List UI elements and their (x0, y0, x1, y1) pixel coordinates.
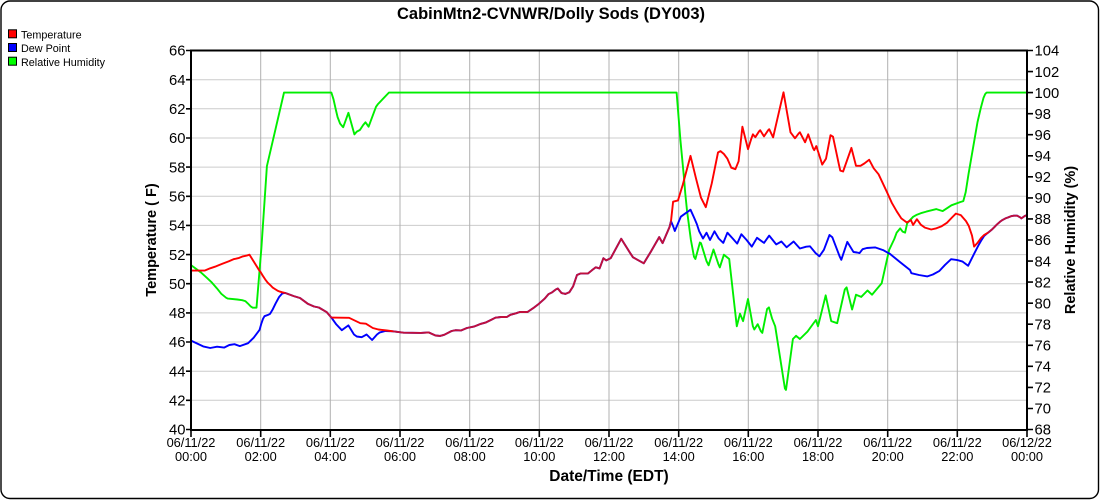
svg-text:00:00: 00:00 (1011, 449, 1043, 464)
svg-text:52: 52 (169, 248, 185, 264)
svg-text:78: 78 (1035, 317, 1051, 333)
svg-text:08:00: 08:00 (454, 449, 486, 464)
svg-text:Dew Point: Dew Point (21, 43, 70, 55)
svg-text:Relative Humidity (%): Relative Humidity (%) (1063, 166, 1079, 314)
svg-text:00:00: 00:00 (175, 449, 207, 464)
svg-text:06/11/22: 06/11/22 (654, 435, 703, 450)
svg-text:60: 60 (169, 131, 185, 147)
svg-text:72: 72 (1035, 381, 1051, 397)
svg-text:62: 62 (169, 102, 185, 118)
svg-text:06/11/22: 06/11/22 (724, 435, 773, 450)
svg-text:Date/Time (EDT): Date/Time (EDT) (549, 468, 668, 485)
svg-text:CabinMtn2-CVNWR/Dolly Sods (DY: CabinMtn2-CVNWR/Dolly Sods (DY003) (397, 5, 705, 23)
svg-text:88: 88 (1035, 212, 1051, 228)
svg-text:102: 102 (1035, 65, 1060, 81)
svg-text:70: 70 (1035, 402, 1051, 418)
svg-text:80: 80 (1035, 296, 1051, 312)
svg-text:76: 76 (1035, 339, 1051, 355)
svg-text:06/11/22: 06/11/22 (306, 435, 355, 450)
svg-text:06/11/22: 06/11/22 (445, 435, 494, 450)
svg-text:44: 44 (169, 364, 185, 380)
svg-text:22:00: 22:00 (941, 449, 973, 464)
svg-text:68: 68 (1035, 423, 1051, 439)
svg-text:06/11/22: 06/11/22 (167, 435, 216, 450)
svg-text:06/11/22: 06/11/22 (863, 435, 912, 450)
svg-text:58: 58 (169, 160, 185, 176)
svg-text:06/11/22: 06/11/22 (933, 435, 982, 450)
svg-text:86: 86 (1035, 233, 1051, 249)
svg-text:104: 104 (1035, 44, 1060, 60)
svg-text:54: 54 (169, 219, 185, 235)
svg-text:10:00: 10:00 (523, 449, 555, 464)
svg-text:16:00: 16:00 (732, 449, 764, 464)
svg-text:64: 64 (169, 73, 185, 89)
svg-text:Relative Humidity: Relative Humidity (21, 57, 106, 69)
svg-text:06/12/22: 06/12/22 (1002, 435, 1052, 450)
svg-text:14:00: 14:00 (663, 449, 695, 464)
svg-text:84: 84 (1035, 254, 1051, 270)
svg-text:74: 74 (1035, 360, 1051, 376)
svg-text:48: 48 (169, 306, 185, 322)
svg-text:92: 92 (1035, 170, 1051, 186)
svg-text:42: 42 (169, 394, 185, 410)
svg-text:02:00: 02:00 (245, 449, 277, 464)
svg-text:90: 90 (1035, 191, 1051, 207)
svg-text:66: 66 (169, 44, 185, 60)
svg-text:56: 56 (169, 190, 185, 206)
svg-text:50: 50 (169, 277, 185, 293)
svg-text:06/11/22: 06/11/22 (376, 435, 425, 450)
svg-text:06:00: 06:00 (384, 449, 416, 464)
svg-text:98: 98 (1035, 107, 1051, 123)
svg-text:06/11/22: 06/11/22 (794, 435, 843, 450)
svg-text:40: 40 (169, 423, 185, 439)
svg-text:06/11/22: 06/11/22 (236, 435, 285, 450)
svg-text:20:00: 20:00 (872, 449, 904, 464)
svg-text:04:00: 04:00 (314, 449, 346, 464)
svg-text:94: 94 (1035, 149, 1051, 165)
svg-text:06/11/22: 06/11/22 (515, 435, 564, 450)
svg-text:82: 82 (1035, 275, 1051, 291)
svg-text:18:00: 18:00 (802, 449, 834, 464)
svg-text:06/11/22: 06/11/22 (585, 435, 634, 450)
svg-text:100: 100 (1035, 86, 1060, 102)
svg-text:46: 46 (169, 335, 185, 351)
svg-text:12:00: 12:00 (593, 449, 625, 464)
svg-text:96: 96 (1035, 128, 1051, 144)
svg-text:Temperature: Temperature (21, 30, 82, 42)
svg-text:Temperature ( F): Temperature ( F) (144, 183, 160, 297)
